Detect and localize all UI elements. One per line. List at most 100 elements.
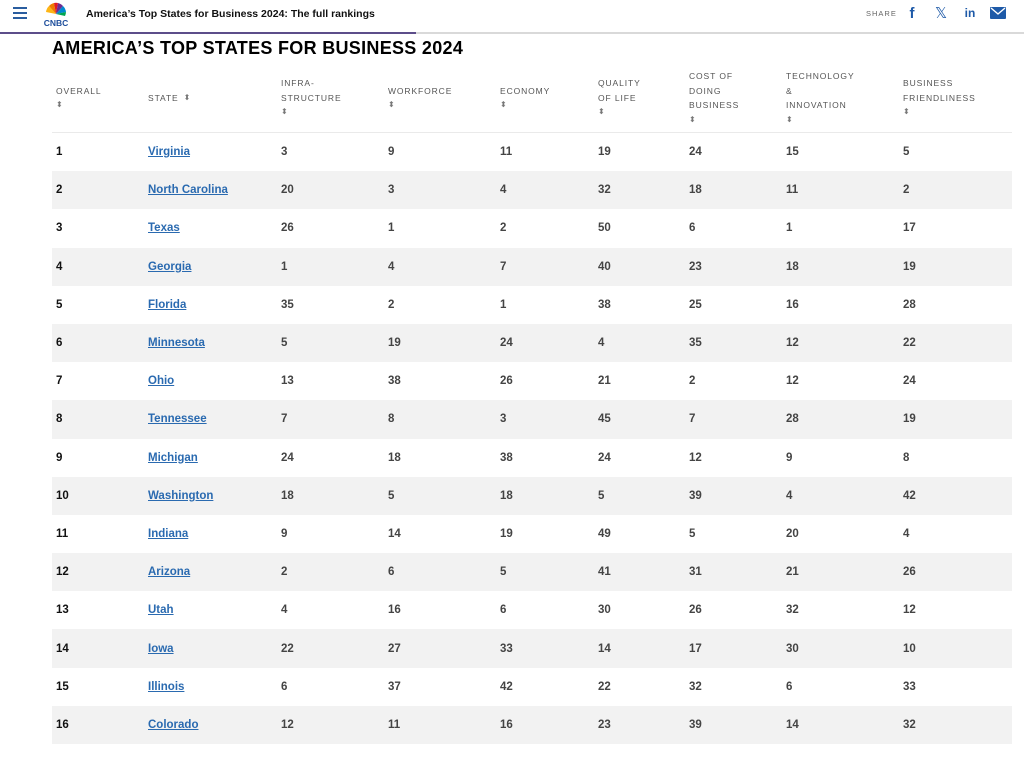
column-header-business-friendliness[interactable]: BUSINESS FRIENDLINESS ⬍ (903, 64, 976, 132)
column-header-label: OVERALL (56, 85, 102, 96)
state-link[interactable]: Colorado (148, 718, 199, 731)
table-row: 16 Colorado 12 11 16 23 39 14 32 (52, 705, 1012, 744)
x-icon[interactable]: 𝕏 (934, 5, 948, 22)
cnbc-logo[interactable]: CNBC (38, 1, 74, 28)
cell-business-friendliness: 19 (903, 260, 916, 273)
cell-infrastructure: 22 (281, 642, 294, 655)
state-link[interactable]: Indiana (148, 527, 189, 540)
cell-state: Texas (148, 209, 180, 247)
linkedin-icon[interactable]: in (964, 6, 976, 20)
cell-workforce: 5 (388, 489, 395, 502)
cell-technology-innovation: 20 (786, 527, 799, 540)
cell-overall: 10 (56, 489, 69, 502)
state-link[interactable]: Minnesota (148, 337, 205, 350)
cell-cost-of-doing-business: 24 (689, 146, 702, 159)
column-header-label: WORKFORCE (388, 85, 453, 96)
state-link[interactable]: Texas (148, 222, 180, 235)
state-link[interactable]: Ohio (148, 375, 175, 388)
cell-state: Virginia (148, 133, 190, 171)
cell-state: Tennessee (148, 400, 207, 438)
cell-technology-innovation: 14 (786, 718, 799, 731)
column-header-state[interactable]: STATE ⬍ (148, 64, 190, 132)
cell-workforce: 1 (388, 222, 395, 235)
cell-quality-of-life: 21 (598, 375, 611, 388)
state-link[interactable]: Arizona (148, 566, 191, 579)
table-row: 3 Texas 26 1 2 50 6 1 17 (52, 209, 1012, 247)
cell-state: Ohio (148, 362, 174, 400)
cell-state: Colorado (148, 706, 198, 744)
state-link[interactable]: Washington (148, 489, 214, 502)
menu-icon[interactable] (13, 7, 27, 21)
cell-quality-of-life: 24 (598, 451, 611, 464)
cell-cost-of-doing-business: 25 (689, 298, 702, 311)
state-link[interactable]: North Carolina (148, 184, 228, 197)
facebook-icon[interactable]: f (909, 4, 915, 22)
cell-quality-of-life: 32 (598, 184, 611, 197)
state-link[interactable]: Iowa (148, 642, 174, 655)
state-link[interactable]: Virginia (148, 146, 190, 159)
cell-economy: 11 (500, 146, 513, 159)
column-header-infrastructure[interactable]: INFRA- STRUCTURE ⬍ (281, 64, 342, 132)
column-header-workforce[interactable]: WORKFORCE ⬍ (388, 64, 452, 132)
column-header-quality-of-life[interactable]: QUALITY OF LIFE ⬍ (598, 64, 641, 132)
sort-icon[interactable]: ⬍ (903, 107, 910, 117)
table-row: 6 Minnesota 5 19 24 4 35 12 22 (52, 323, 1012, 363)
cell-cost-of-doing-business: 26 (689, 604, 702, 617)
state-link[interactable]: Florida (148, 298, 187, 311)
column-header-label: STRUCTURE (281, 92, 342, 103)
state-link[interactable]: Illinois (148, 680, 185, 693)
cell-infrastructure: 12 (281, 718, 294, 731)
column-header-cost-of-doing-business[interactable]: COST OF DOING BUSINESS ⬍ (689, 64, 739, 132)
sort-icon[interactable]: ⬍ (786, 114, 793, 124)
column-header-label: STATE (148, 92, 179, 103)
cell-workforce: 16 (388, 604, 401, 617)
cell-economy: 4 (500, 184, 507, 197)
sort-icon[interactable]: ⬍ (56, 100, 63, 109)
cell-state: North Carolina (148, 171, 228, 209)
sort-icon[interactable]: ⬍ (500, 100, 507, 109)
column-header-economy[interactable]: ECONOMY ⬍ (500, 64, 550, 132)
sort-icon[interactable]: ⬍ (183, 92, 191, 102)
cell-economy: 42 (500, 680, 513, 693)
column-header-label: & (786, 85, 793, 96)
state-link[interactable]: Tennessee (148, 413, 207, 426)
cell-economy: 38 (500, 451, 513, 464)
cell-cost-of-doing-business: 31 (689, 566, 702, 579)
reading-progress-bar (0, 32, 416, 34)
table-row: 10 Washington 18 5 18 5 39 4 42 (52, 476, 1012, 515)
sort-icon[interactable]: ⬍ (689, 114, 696, 124)
column-header-label: INFRA- (281, 78, 315, 89)
cell-technology-innovation: 30 (786, 642, 799, 655)
cell-infrastructure: 4 (281, 604, 288, 617)
sort-icon[interactable]: ⬍ (388, 100, 395, 109)
sort-icon[interactable]: ⬍ (281, 107, 288, 117)
cell-business-friendliness: 10 (903, 642, 916, 655)
cell-infrastructure: 2 (281, 566, 288, 579)
cell-business-friendliness: 5 (903, 146, 910, 159)
cell-overall: 15 (56, 680, 69, 693)
cell-cost-of-doing-business: 7 (689, 413, 696, 426)
cell-quality-of-life: 5 (598, 489, 605, 502)
column-header-label: DOING (689, 85, 722, 96)
cell-business-friendliness: 17 (903, 222, 916, 235)
column-header-technology-innovation[interactable]: TECHNOLOGY & INNOVATION ⬍ (786, 64, 855, 132)
cell-quality-of-life: 4 (598, 337, 605, 350)
state-link[interactable]: Utah (148, 604, 174, 617)
page-title: AMERICA’S TOP STATES FOR BUSINESS 2024 (52, 38, 464, 58)
sort-icon[interactable]: ⬍ (598, 107, 605, 117)
cell-technology-innovation: 18 (786, 260, 799, 273)
state-link[interactable]: Georgia (148, 260, 192, 273)
top-nav-bar: CNBC America’s Top States for Business 2… (0, 0, 1024, 32)
cell-workforce: 37 (388, 680, 401, 693)
email-icon[interactable] (989, 4, 1007, 22)
table-row: 1 Virginia 3 9 11 19 24 15 5 (52, 133, 1012, 171)
cell-quality-of-life: 30 (598, 604, 611, 617)
cell-quality-of-life: 38 (598, 298, 611, 311)
cell-overall: 8 (56, 413, 63, 426)
column-header-overall[interactable]: OVERALL ⬍ (56, 64, 102, 132)
cell-overall: 11 (56, 527, 69, 540)
cell-quality-of-life: 19 (598, 146, 611, 159)
state-link[interactable]: Michigan (148, 451, 198, 464)
cell-cost-of-doing-business: 39 (689, 489, 702, 502)
table-row: 12 Arizona 2 6 5 41 31 21 26 (52, 553, 1012, 592)
